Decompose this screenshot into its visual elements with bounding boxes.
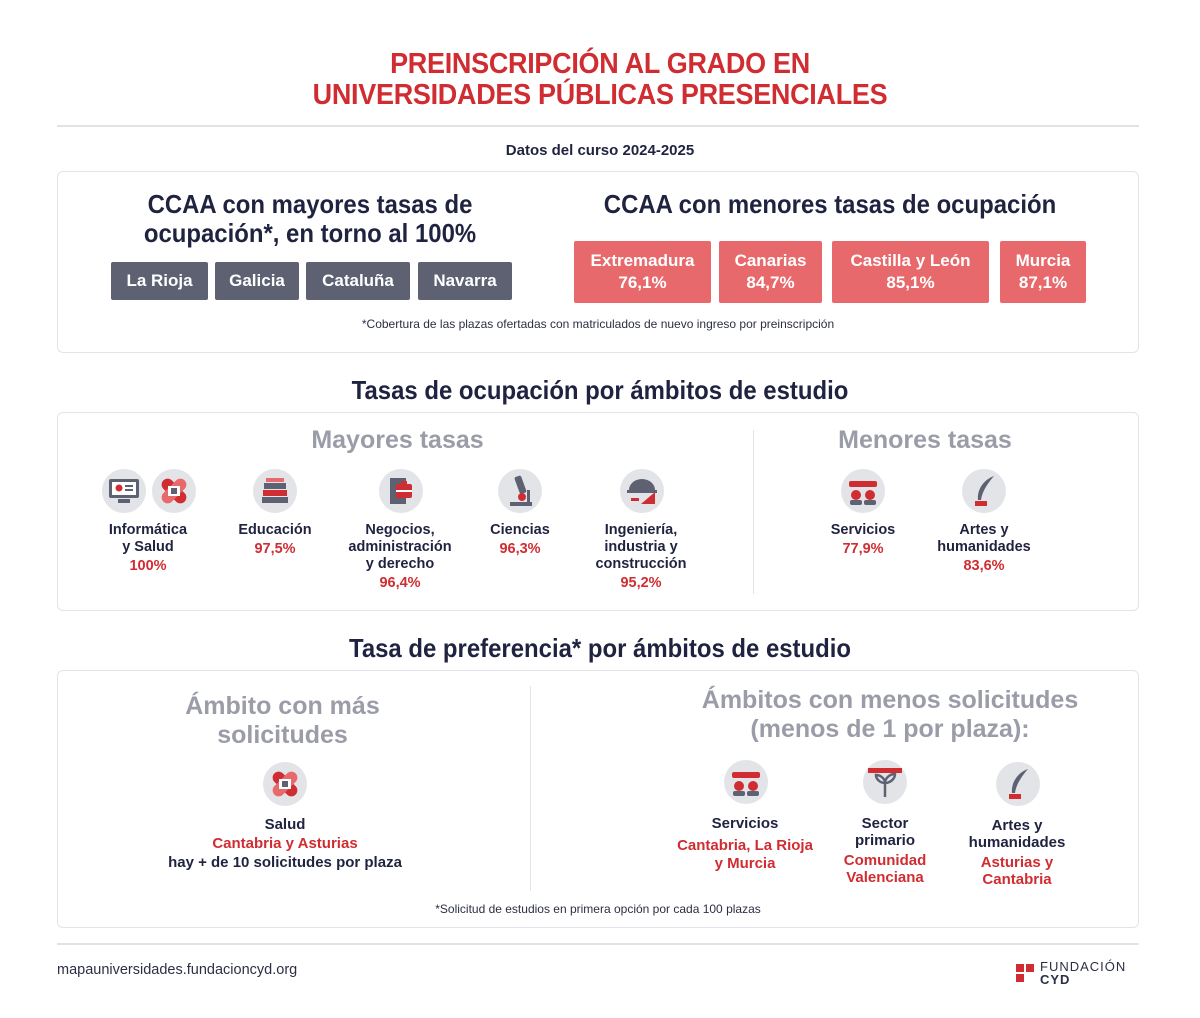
divider — [57, 943, 1139, 945]
region-chip-galicia: Galicia — [215, 262, 299, 300]
field-regions: Asturias y — [980, 854, 1054, 871]
field-value: 77,9% — [842, 541, 884, 557]
field-label: Negocios, — [365, 522, 435, 538]
region-name: Canarias — [734, 251, 807, 270]
field-regions: Comunidad — [843, 852, 927, 869]
region-chip-extremadura: Extremadura 76,1% — [574, 241, 711, 303]
field-label: Servicios — [711, 815, 779, 832]
field-label: Sector — [861, 815, 909, 832]
vertical-divider — [753, 430, 754, 594]
field-label: Ingeniería, — [604, 522, 678, 538]
computer-and-health-icons — [102, 469, 196, 513]
page-title-line-1: PREINSCRIPCIÓN AL GRADO EN — [390, 48, 810, 80]
field-label: humanidades — [937, 539, 1031, 555]
field-informatica-salud: Informática y Salud 100% — [78, 522, 218, 575]
briefcase-icon — [379, 469, 423, 513]
field-label: primario — [854, 832, 915, 849]
low-ccaa-title: CCAA con menores tasas de ocupación — [603, 189, 1057, 219]
mas-solicitudes-title-line-2: solicitudes — [217, 721, 348, 749]
region-value: 76,1% — [618, 273, 667, 292]
field-label: humanidades — [968, 834, 1066, 851]
menores-tasas-title: Menores tasas — [838, 426, 1012, 454]
field-value: 95,2% — [620, 575, 662, 591]
field-value: 96,4% — [379, 575, 421, 591]
microscope-icon — [498, 469, 542, 513]
field-regions: Cantabria y Asturias — [212, 835, 358, 852]
course-subtitle: Datos del curso 2024-2025 — [505, 142, 695, 159]
ocupacion-card — [57, 412, 1139, 611]
menos-item-sector-primario: Sector primario Comunidad Valenciana — [820, 815, 950, 886]
field-label: Ciencias — [490, 522, 550, 538]
region-name: Murcia — [1015, 251, 1071, 270]
plant-icon — [863, 760, 907, 804]
region-chip-navarra: Navarra — [418, 262, 512, 300]
region-name: Castilla y León — [850, 251, 971, 270]
menos-item-servicios: Servicios Cantabria, La Rioja y Murcia — [665, 815, 825, 873]
field-negocios: Negocios, administración y derecho 96,4% — [330, 522, 470, 592]
preferencia-section-title: Tasa de preferencia* por ámbitos de estu… — [348, 633, 852, 663]
region-chip-cataluna: Cataluña — [306, 262, 410, 300]
services-icon — [724, 760, 768, 804]
field-detail: hay + de 10 solicitudes por plaza — [168, 854, 402, 871]
field-label: industria y — [604, 539, 678, 555]
page-title-line-2: UNIVERSIDADES PÚBLICAS PRESENCIALES — [312, 79, 888, 111]
field-label: Servicios — [830, 522, 896, 538]
field-label: Artes y — [991, 817, 1043, 834]
mas-solicitudes-title-line-1: Ámbito con más — [185, 692, 380, 720]
field-value: 97,5% — [254, 541, 296, 557]
preferencia-footnote: *Solicitud de estudios en primera opción… — [435, 902, 761, 916]
region-value: 84,7% — [746, 273, 795, 292]
field-label: construcción — [595, 556, 687, 572]
field-value: 96,3% — [499, 541, 541, 557]
field-regions: Valenciana — [846, 869, 924, 886]
high-ccaa-title-line-2: ocupación*, en torno al 100% — [143, 218, 477, 248]
region-value: 85,1% — [886, 273, 935, 292]
salud-item: Salud Cantabria y Asturias hay + de 10 s… — [130, 815, 440, 872]
logo-mark-icon — [1016, 964, 1034, 982]
field-value: 100% — [129, 558, 167, 574]
divider — [57, 125, 1139, 127]
region-value: 87,1% — [1018, 273, 1068, 292]
region-name: Extremadura — [590, 251, 695, 270]
logo-text-line-1: FUNDACIÓN — [1040, 959, 1127, 974]
logo-text-line-2: CYD — [1040, 972, 1071, 987]
field-label: y derecho — [365, 556, 435, 572]
region-chip-canarias: Canarias 84,7% — [719, 241, 822, 303]
field-label: y Salud — [122, 539, 174, 555]
region-chip-la-rioja: La Rioja — [111, 262, 208, 300]
preferencia-card — [57, 670, 1139, 928]
region-chip-castilla-y-leon: Castilla y León 85,1% — [832, 241, 989, 303]
field-value: 83,6% — [963, 558, 1005, 574]
field-artes-humanidades: Artes y humanidades 83,6% — [914, 522, 1054, 575]
field-label: Educación — [238, 522, 312, 538]
field-label: Informática — [108, 522, 188, 538]
vertical-divider — [530, 686, 531, 891]
menos-solicitudes-title-line-1: Ámbitos con menos solicitudes — [701, 686, 1079, 714]
field-label: Salud — [264, 816, 306, 833]
menos-solicitudes-title-line-2: (menos de 1 por plaza): — [750, 715, 1030, 743]
fundacion-cyd-logo: FUNDACIÓN CYD — [1016, 960, 1126, 986]
region-chip-murcia: Murcia 87,1% — [1000, 241, 1086, 303]
field-regions: y Murcia — [714, 855, 776, 872]
field-label: Artes y — [959, 522, 1009, 538]
field-ciencias: Ciencias 96,3% — [465, 522, 575, 558]
services-icon — [841, 469, 885, 513]
engineering-icon — [620, 469, 664, 513]
ccaa-footnote: *Cobertura de las plazas ofertadas con m… — [361, 317, 835, 331]
field-ingenieria: Ingeniería, industria y construcción 95,… — [576, 522, 706, 592]
menos-item-artes-humanidades: Artes y humanidades Asturias y Cantabria — [947, 817, 1087, 888]
footer-url[interactable]: mapauniversidades.fundacioncyd.org — [57, 962, 298, 978]
field-educacion: Educación 97,5% — [210, 522, 340, 558]
field-label: administración — [348, 539, 452, 555]
health-icon — [263, 762, 307, 806]
quill-icon — [962, 469, 1006, 513]
field-servicios: Servicios 77,9% — [803, 522, 923, 558]
mayores-tasas-title: Mayores tasas — [311, 426, 484, 454]
ocupacion-section-title: Tasas de ocupación por ámbitos de estudi… — [351, 375, 849, 405]
field-regions: Cantabria — [982, 871, 1052, 888]
high-ccaa-title-line-1: CCAA con mayores tasas de — [147, 189, 473, 219]
books-icon — [253, 469, 297, 513]
field-regions: Cantabria, La Rioja — [677, 837, 813, 854]
quill-icon — [996, 762, 1040, 806]
